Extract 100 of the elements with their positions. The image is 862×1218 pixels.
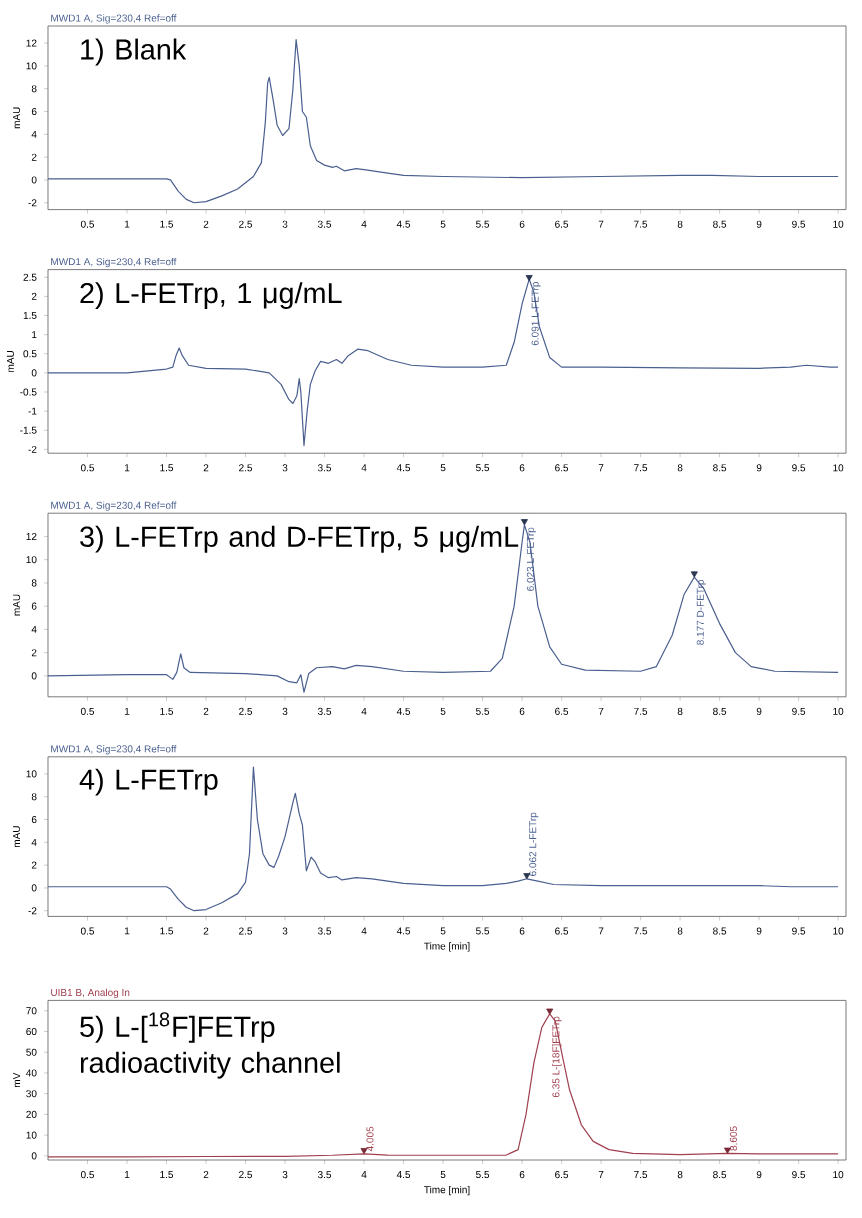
x-tick-label: 4 [361,220,367,228]
x-tick-label: 7 [598,464,604,472]
annotation: 6.062 L-FETrp [529,812,539,876]
y-tick-label: 10 [26,556,37,564]
y-axis-title: mV [13,1072,21,1088]
x-tick-label: 5 [440,1171,446,1179]
x-tick-label: 3 [282,464,288,472]
y-tick-label: 2 [31,649,37,657]
annotation: 8.177 D-FETrp [696,579,706,645]
annotation: 4.005 [366,1126,374,1152]
x-tick-label: 10 [833,707,844,715]
y-axis-title: mAU [7,351,14,372]
chart-subtitle: MWD1 A, Sig=230,4 Ref=off [51,745,177,755]
x-tick-label: 6.5 [555,1171,569,1179]
x-tick-label: 8 [677,707,683,715]
x-tick-label: 3 [282,707,288,715]
y-tick-label: 60 [26,1027,37,1036]
x-tick-label: 1 [124,927,130,935]
x-tick-label: 9 [756,927,762,935]
y-tick-label: 0 [31,884,37,892]
x-tick-label: 2.5 [239,1171,253,1179]
x-tick-label: 10 [833,464,844,472]
x-tick-label: 6.5 [555,927,569,935]
x-tick-label: 6 [519,220,525,228]
x-tick-label: 1.5 [160,464,174,472]
y-tick-label: 2 [31,292,37,300]
x-tick-label: 6.5 [555,464,569,472]
x-tick-label: 0.5 [80,464,95,472]
y-tick-label: 8 [31,85,37,93]
x-tick-label: 2.5 [239,220,253,228]
x-tick-label: 2.5 [239,927,253,935]
x-tick-label: 9 [756,464,762,472]
x-tick-label: 7.5 [634,1171,648,1179]
y-tick-label: 6 [31,815,37,824]
x-tick-label: 1 [124,220,130,228]
x-tick-label: 5.5 [476,220,490,228]
annotation: 6.091 L-FETrp [531,281,541,346]
x-tick-label: 9 [756,1171,762,1179]
x-tick-label: 7 [598,220,604,228]
chart-title: 4) L-FETrp [79,768,218,796]
x-tick-label: 3.5 [317,927,332,935]
x-tick-label: 2 [203,707,209,715]
x-tick-label: 4 [361,1171,367,1178]
x-tick-label: 0.5 [80,220,95,228]
y-tick-label: 0 [31,369,37,377]
x-tick-label: 9.5 [792,1171,806,1179]
x-tick-label: 9 [756,220,762,228]
x-tick-label: 1.5 [160,220,174,228]
x-tick-label: 10 [833,927,844,935]
chart-subtitle: MWD1 A, Sig=230,4 Ref=off [51,501,177,511]
chart-subtitle: MWD1 A, Sig=230,4 Ref=off [51,257,177,268]
x-tick-label: 7 [598,1171,604,1178]
x-tick-label: 7.5 [634,220,648,228]
x-tick-label: 9.5 [792,464,806,472]
x-tick-label: 3.5 [317,1171,332,1179]
x-tick-label: 8 [677,1171,683,1179]
chart-subtitle: MWD1 A, Sig=230,4 Ref=off [51,14,177,24]
x-tick-label: 8.5 [713,927,727,935]
y-tick-label: -1 [28,407,37,415]
x-tick-label: 2.5 [239,707,253,715]
x-tick-label: 8.5 [713,464,727,472]
x-tick-label: 4.5 [396,707,411,715]
x-tick-label: 6.5 [555,220,569,228]
chart-title: 3) L-FETrp and D-FETrp, 5 μg/mL [80,525,519,553]
x-tick-label: 1 [124,1171,130,1178]
y-tick-label: 1.5 [23,312,37,319]
y-axis-title: mAU [13,826,21,848]
y-tick-label: 10 [26,770,37,778]
x-tick-label: 0.5 [80,927,95,935]
x-tick-label: 5 [440,927,446,935]
y-tick-label: 4 [31,838,37,846]
x-tick-label: 8.5 [713,1171,727,1179]
x-tick-label: 3 [282,220,288,228]
y-tick-label: 6 [31,602,37,610]
x-tick-label: 9 [756,707,762,715]
annotation: 6.35 L-[18F]FETrp [552,1016,562,1098]
x-tick-label: 5.5 [476,927,490,935]
y-tick-label: -2 [28,445,37,453]
x-tick-label: 1.5 [160,1171,174,1179]
x-tick-label: 9.5 [792,220,806,228]
y-tick-label: 12 [26,532,37,540]
x-tick-label: 3.5 [317,707,332,715]
x-tick-label: 1 [124,464,130,472]
x-tick-label: 7 [598,927,604,935]
y-tick-label: 2 [31,861,37,869]
x-tick-label: 0.5 [80,1171,95,1179]
x-tick-label: 4.5 [396,1171,411,1179]
x-tick-label: 8.5 [713,220,727,228]
y-tick-label: 10 [26,62,37,70]
x-tick-label: 6 [519,1171,525,1179]
y-tick-label: -2 [28,199,37,207]
x-tick-label: 7.5 [634,927,648,935]
y-tick-label: 8 [31,579,37,587]
x-tick-label: 5.5 [476,464,490,472]
x-tick-label: 2.5 [239,464,253,472]
y-tick-label: 8 [31,793,37,801]
y-axis-title: mAU [13,107,21,129]
x-tick-label: 2 [203,464,209,472]
text: 5) L-[$^{18}$F]FETrp radioactivity channel [80,1012,340,1079]
y-tick-label: 4 [31,130,37,138]
